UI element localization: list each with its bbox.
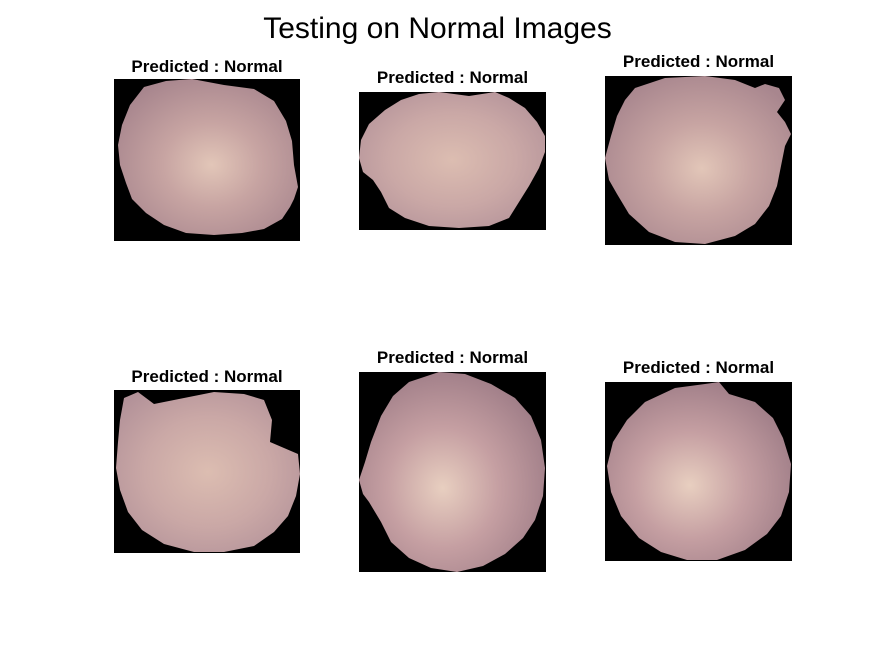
panel-title: Predicted : Normal <box>131 367 283 386</box>
cell-image <box>605 76 792 245</box>
red-blood-cell-image <box>359 92 545 228</box>
red-blood-cell-image <box>359 372 545 572</box>
red-blood-cell-image <box>607 382 791 560</box>
cell-image <box>605 382 792 561</box>
cell-image <box>359 372 546 572</box>
red-blood-cell-image <box>605 76 791 244</box>
cell-image <box>114 79 300 241</box>
red-blood-cell-image <box>118 79 298 235</box>
panel-title: Predicted : Normal <box>376 348 529 367</box>
panel-title: Predicted : Normal <box>376 68 529 87</box>
panel-title: Predicted : Normal <box>622 52 775 71</box>
figure-title: Testing on Normal Images <box>263 12 612 45</box>
red-blood-cell-image <box>116 392 300 552</box>
panel-title: Predicted : Normal <box>131 57 283 76</box>
cell-image <box>359 92 546 230</box>
cell-image <box>114 390 300 553</box>
panel-title: Predicted : Normal <box>622 358 775 377</box>
